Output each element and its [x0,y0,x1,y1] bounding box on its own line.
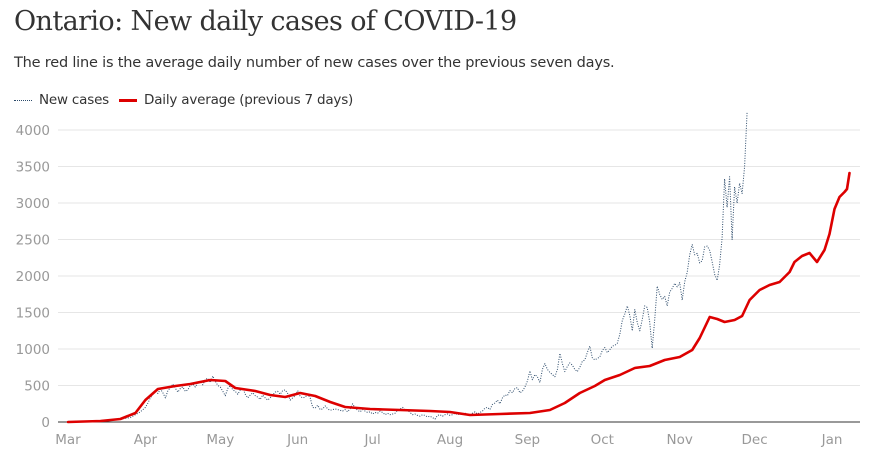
gridlines [58,129,860,386]
x-tick-label: May [206,432,234,448]
series-line-new-cases [67,111,748,423]
y-tick-label: 1000 [16,342,50,358]
y-tick-label: 500 [24,379,50,395]
x-tick-label: Apr [134,432,158,448]
chart-title: Ontario: New daily cases of COVID-19 [14,6,517,37]
series-line-daily-average [66,171,851,424]
x-tick-label: Aug [437,432,463,448]
legend-item-new-cases[interactable]: New cases [14,92,109,108]
y-tick-label: 1500 [16,306,50,322]
y-tick-label: 3000 [16,196,50,212]
x-tick-label: Mar [55,432,81,448]
y-tick-label: 2000 [16,269,50,285]
x-tick-label: Jan [821,432,843,448]
x-axis-ticks: Mar Apr May Jun Jul Aug Sep Oct Nov Dec Jan [55,432,842,448]
x-tick-label: Dec [742,432,768,448]
y-tick-label: 4000 [16,123,50,139]
y-axis-ticks: 0 500 1000 1500 2000 2500 3000 3500 4000 [16,123,50,431]
x-tick-label: Jun [286,432,308,448]
dotted-line-swatch-icon [14,99,32,101]
y-tick-label: 0 [41,415,50,431]
legend-label: New cases [39,92,110,108]
x-tick-label: Sep [515,432,540,448]
legend: New cases Daily average (previous 7 days… [14,92,363,108]
y-tick-label: 3500 [16,160,50,176]
solid-line-swatch-icon [119,98,138,102]
y-tick-label: 2500 [16,233,50,249]
x-tick-label: Nov [667,432,693,448]
series-group [66,111,851,424]
x-tick-label: Oct [591,432,614,448]
legend-item-daily-average[interactable]: Daily average (previous 7 days) [119,92,353,108]
x-tick-label: Jul [363,432,380,448]
legend-label: Daily average (previous 7 days) [144,92,354,108]
chart-subtitle: The red line is the average daily number… [14,55,615,71]
